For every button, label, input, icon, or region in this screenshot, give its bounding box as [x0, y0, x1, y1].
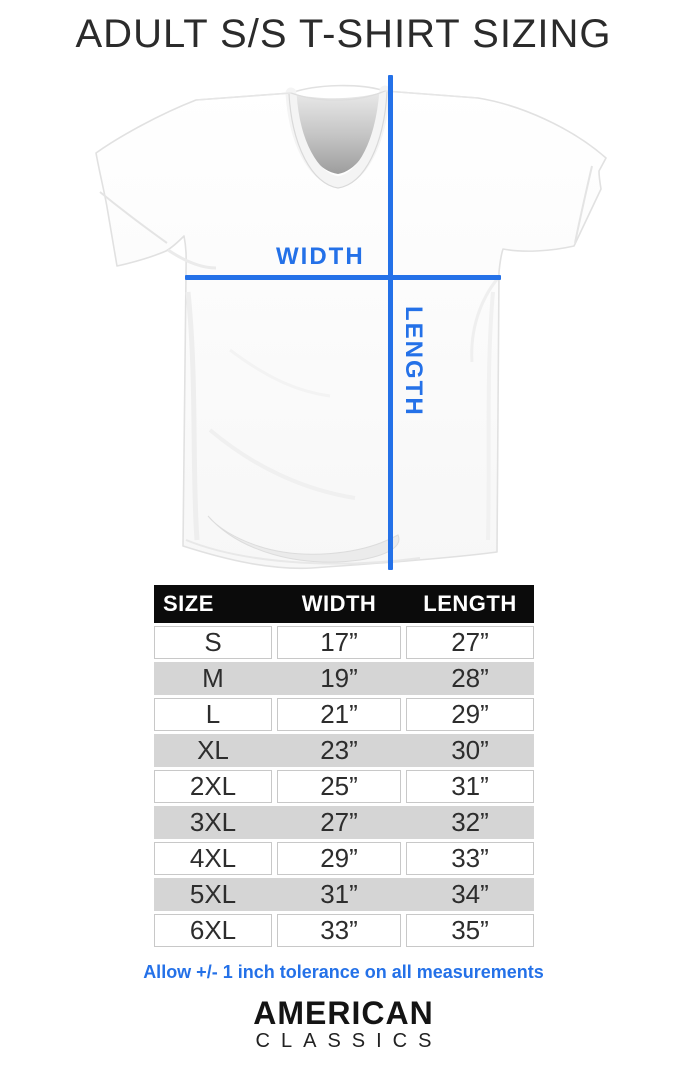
cell-length: 35”: [406, 914, 534, 947]
tolerance-note: Allow +/- 1 inch tolerance on all measur…: [143, 962, 544, 982]
length-measure-line: [388, 75, 393, 570]
cell-length: 29”: [406, 698, 534, 731]
header-size: SIZE: [163, 591, 214, 616]
table-row: 4XL 29” 33”: [154, 842, 534, 875]
cell-length: 30”: [451, 735, 489, 765]
cell-width: 31”: [320, 879, 358, 909]
cell-width: 33”: [277, 914, 401, 947]
page-title: ADULT S/S T-SHIRT SIZING: [75, 12, 612, 56]
cell-width: 27”: [320, 807, 358, 837]
cell-width: 25”: [277, 770, 401, 803]
cell-size: M: [202, 663, 224, 693]
cell-size: 2XL: [154, 770, 272, 803]
cell-size: 5XL: [189, 879, 237, 909]
header-length: LENGTH: [423, 591, 517, 616]
table-row: 6XL 33” 35”: [154, 914, 534, 947]
table-row: 5XL 31” 34”: [154, 878, 534, 911]
table-row: XL 23” 30”: [154, 734, 534, 767]
cell-width: 17”: [277, 626, 401, 659]
table-row: 2XL 25” 31”: [154, 770, 534, 803]
tshirt-diagram: WIDTH LENGTH: [95, 75, 607, 570]
cell-length: 32”: [451, 807, 489, 837]
cell-length: 34”: [451, 879, 489, 909]
tshirt-image: [95, 84, 607, 570]
cell-size: S: [154, 626, 272, 659]
brand-name: AMERICAN: [253, 995, 434, 1031]
table-row: S 17” 27”: [154, 626, 534, 659]
table-row: 3XL 27” 32”: [154, 806, 534, 839]
cell-size: L: [154, 698, 272, 731]
cell-size: 4XL: [154, 842, 272, 875]
cell-length: 31”: [406, 770, 534, 803]
cell-size: 6XL: [154, 914, 272, 947]
brand-logo: AMERICAN CLASSICS: [0, 997, 687, 1051]
header-width: WIDTH: [301, 591, 377, 616]
cell-width: 23”: [320, 735, 358, 765]
width-measure-line: [185, 275, 501, 280]
brand-subname: CLASSICS: [255, 1030, 443, 1052]
cell-size: XL: [197, 735, 229, 765]
table-row: L 21” 29”: [154, 698, 534, 731]
cell-length: 33”: [406, 842, 534, 875]
cell-width: 29”: [277, 842, 401, 875]
cell-width: 19”: [320, 663, 358, 693]
size-table-header: SIZE WIDTH LENGTH: [154, 585, 534, 623]
cell-width: 21”: [277, 698, 401, 731]
width-label: WIDTH: [276, 243, 365, 270]
size-table: SIZE WIDTH LENGTH S 17” 27” M 19” 28” L …: [154, 585, 534, 947]
length-label: LENGTH: [400, 306, 427, 417]
cell-length: 27”: [406, 626, 534, 659]
table-row: M 19” 28”: [154, 662, 534, 695]
cell-length: 28”: [451, 663, 489, 693]
cell-size: 3XL: [189, 807, 237, 837]
